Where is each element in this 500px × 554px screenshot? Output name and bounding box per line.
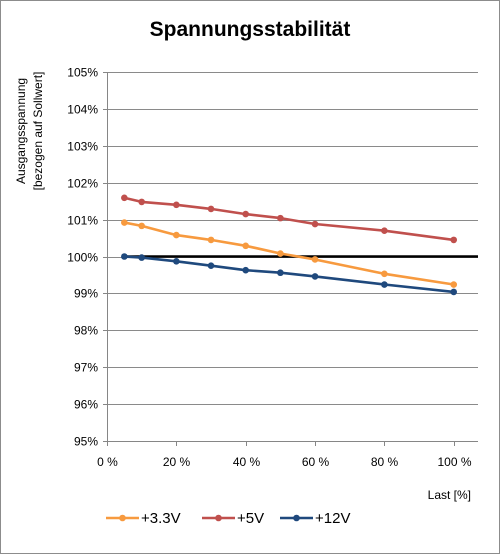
x-tick-label-0: 0 % bbox=[97, 455, 118, 469]
series-0-point-4 bbox=[242, 242, 249, 250]
series-2-point-1 bbox=[138, 254, 145, 261]
x-tick-label-5: 100 % bbox=[437, 455, 471, 469]
series-1-point-4 bbox=[242, 210, 249, 218]
series-1-point-3 bbox=[207, 205, 215, 213]
series-2-point-8 bbox=[450, 288, 458, 296]
x-axis-title: Last [%] bbox=[428, 488, 471, 502]
series-0-point-2 bbox=[173, 231, 180, 239]
series-0-point-7 bbox=[381, 270, 388, 278]
y-axis-ticks: 95% 96% 97% 98% 99% 100% 101% 102% 103% 104% 105% bbox=[67, 66, 107, 449]
y-tick-label-4: 99% bbox=[74, 287, 98, 301]
series-1-point-2 bbox=[173, 201, 180, 209]
series-1 bbox=[121, 194, 458, 244]
legend-label-2: +12V bbox=[315, 510, 350, 527]
y-tick-label-1: 96% bbox=[74, 398, 98, 412]
series-1-point-7 bbox=[381, 227, 388, 234]
y-tick-label-3: 98% bbox=[74, 324, 98, 338]
series-1-point-6 bbox=[311, 220, 319, 228]
series-2-point-5 bbox=[277, 269, 284, 277]
series-0-point-6 bbox=[311, 256, 319, 263]
x-tick-label-3: 60 % bbox=[302, 455, 330, 469]
y-tick-label-6: 101% bbox=[67, 214, 98, 228]
legend-marker-0 bbox=[119, 514, 126, 522]
series-2-point-7 bbox=[381, 281, 388, 288]
series-2-point-2 bbox=[173, 257, 180, 265]
series-0-point-1 bbox=[138, 222, 145, 230]
legend-item-1: +5V bbox=[202, 510, 264, 527]
legend-label-0: +3.3V bbox=[141, 510, 181, 527]
x-tick-label-2: 40 % bbox=[233, 455, 261, 469]
y-tick-label-5: 100% bbox=[67, 251, 98, 265]
y-tick-label-10: 105% bbox=[67, 66, 98, 80]
series-2-point-4 bbox=[242, 266, 249, 274]
series-2 bbox=[121, 253, 458, 296]
legend-marker-2 bbox=[293, 514, 300, 522]
y-axis-title-line-1: Ausgangsspannung bbox=[14, 78, 28, 184]
series-0-point-0 bbox=[121, 219, 128, 226]
series-0-point-5 bbox=[277, 250, 284, 257]
series-1-point-1 bbox=[138, 198, 145, 206]
chart-title: Spannungsstabilität bbox=[150, 18, 351, 41]
series-layer bbox=[121, 194, 458, 296]
series-2-point-0 bbox=[121, 253, 128, 260]
legend: +3.3V +5V +12V bbox=[106, 510, 350, 527]
y-tick-label-0: 95% bbox=[74, 435, 98, 449]
y-tick-label-2: 97% bbox=[74, 361, 98, 375]
series-2-point-3 bbox=[207, 262, 215, 270]
series-0-point-8 bbox=[450, 281, 458, 288]
y-tick-label-7: 102% bbox=[67, 177, 98, 191]
series-0-point-3 bbox=[207, 236, 215, 244]
x-axis-ticks: 0 % 20 % 40 % 60 % 80 % 100 % bbox=[97, 441, 472, 469]
legend-item-0: +3.3V bbox=[106, 510, 181, 527]
series-line-0 bbox=[124, 221, 454, 286]
y-tick-label-8: 103% bbox=[67, 140, 98, 154]
legend-marker-1 bbox=[215, 514, 222, 522]
series-1-point-8 bbox=[450, 236, 458, 244]
x-tick-label-4: 80 % bbox=[371, 455, 399, 469]
series-2-point-6 bbox=[311, 273, 319, 280]
legend-item-2: +12V bbox=[280, 510, 350, 527]
series-1-point-0 bbox=[121, 194, 128, 202]
series-1-point-5 bbox=[277, 214, 284, 222]
x-tick-label-1: 20 % bbox=[163, 455, 191, 469]
legend-label-1: +5V bbox=[237, 510, 264, 527]
y-tick-label-9: 104% bbox=[67, 103, 98, 117]
series-0 bbox=[121, 219, 458, 288]
y-axis-title-line-2: [bezogen auf Sollwert] bbox=[31, 72, 45, 191]
